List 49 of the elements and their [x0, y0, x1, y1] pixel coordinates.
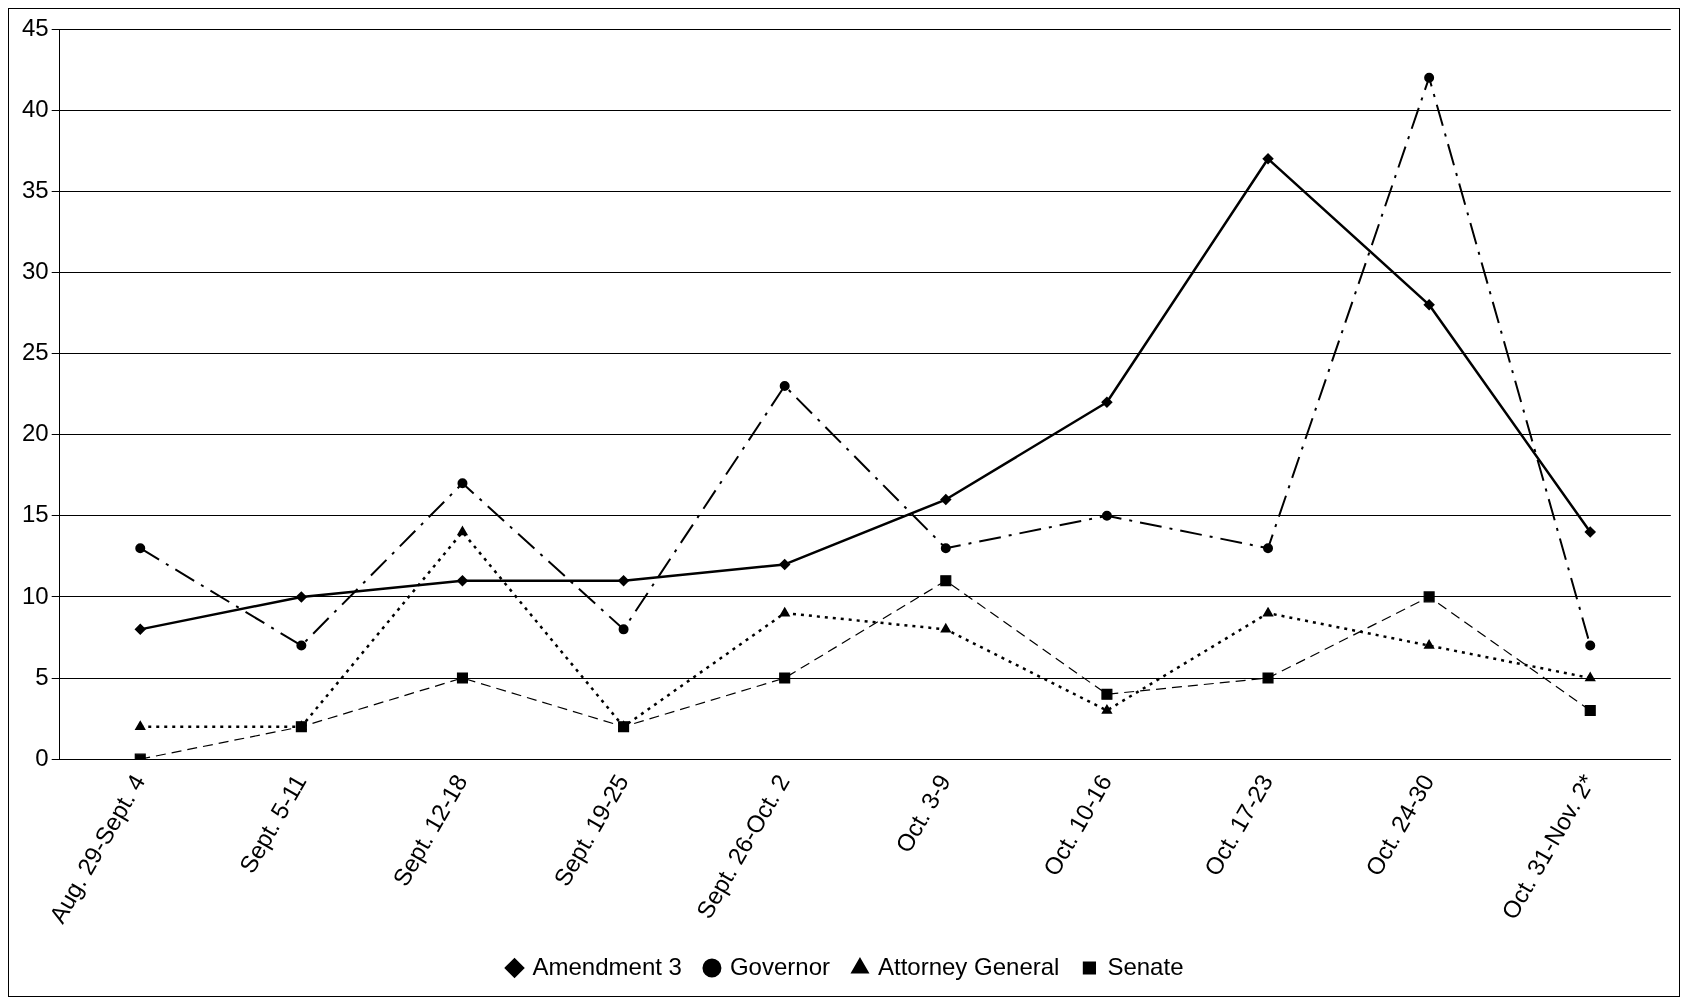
- point: [1101, 510, 1112, 521]
- y-tick-label: 30: [21, 257, 49, 285]
- point: [1262, 153, 1274, 165]
- point: [940, 494, 952, 505]
- y-tick-label: 35: [21, 175, 49, 203]
- point: [1423, 299, 1435, 311]
- legend-label: Attorney General: [877, 952, 1060, 980]
- point: [135, 624, 146, 635]
- point: [618, 575, 629, 586]
- point: [940, 543, 951, 554]
- point: [1584, 704, 1596, 717]
- point: [618, 624, 629, 635]
- point: [457, 478, 468, 489]
- x-tick-label: Oct. 3-9: [889, 769, 956, 858]
- point: [1585, 526, 1596, 538]
- point: [456, 672, 469, 684]
- point: [1423, 591, 1435, 603]
- point: [779, 607, 790, 617]
- y-tick-label: 15: [21, 500, 49, 528]
- point: [1585, 672, 1595, 682]
- point: [296, 591, 307, 603]
- point: [1263, 607, 1273, 617]
- point: [940, 575, 952, 587]
- point: [135, 543, 146, 554]
- y-tick-label: 5: [35, 662, 49, 690]
- point: [135, 721, 145, 730]
- legend-label: Senate: [1107, 952, 1184, 980]
- y-tick-label: 0: [35, 743, 49, 771]
- point: [1424, 72, 1435, 83]
- point: [779, 559, 790, 570]
- point: [1263, 543, 1274, 554]
- y-tick-label: 45: [21, 13, 49, 41]
- point: [457, 575, 468, 586]
- point: [1101, 688, 1113, 700]
- y-tick-label: 10: [21, 581, 49, 609]
- point: [296, 640, 307, 651]
- point: [1424, 640, 1434, 649]
- point: [457, 526, 468, 536]
- point: [1262, 672, 1274, 684]
- y-tick-label: 40: [21, 94, 49, 122]
- point: [1102, 705, 1112, 714]
- point: [1585, 640, 1596, 651]
- point: [779, 380, 790, 391]
- y-tick-label: 25: [21, 338, 49, 366]
- y-tick-label: 20: [21, 419, 49, 447]
- point: [779, 672, 791, 684]
- legend-label: Governor: [729, 952, 830, 980]
- legend-label: Amendment 3: [532, 952, 682, 980]
- point: [1101, 396, 1113, 408]
